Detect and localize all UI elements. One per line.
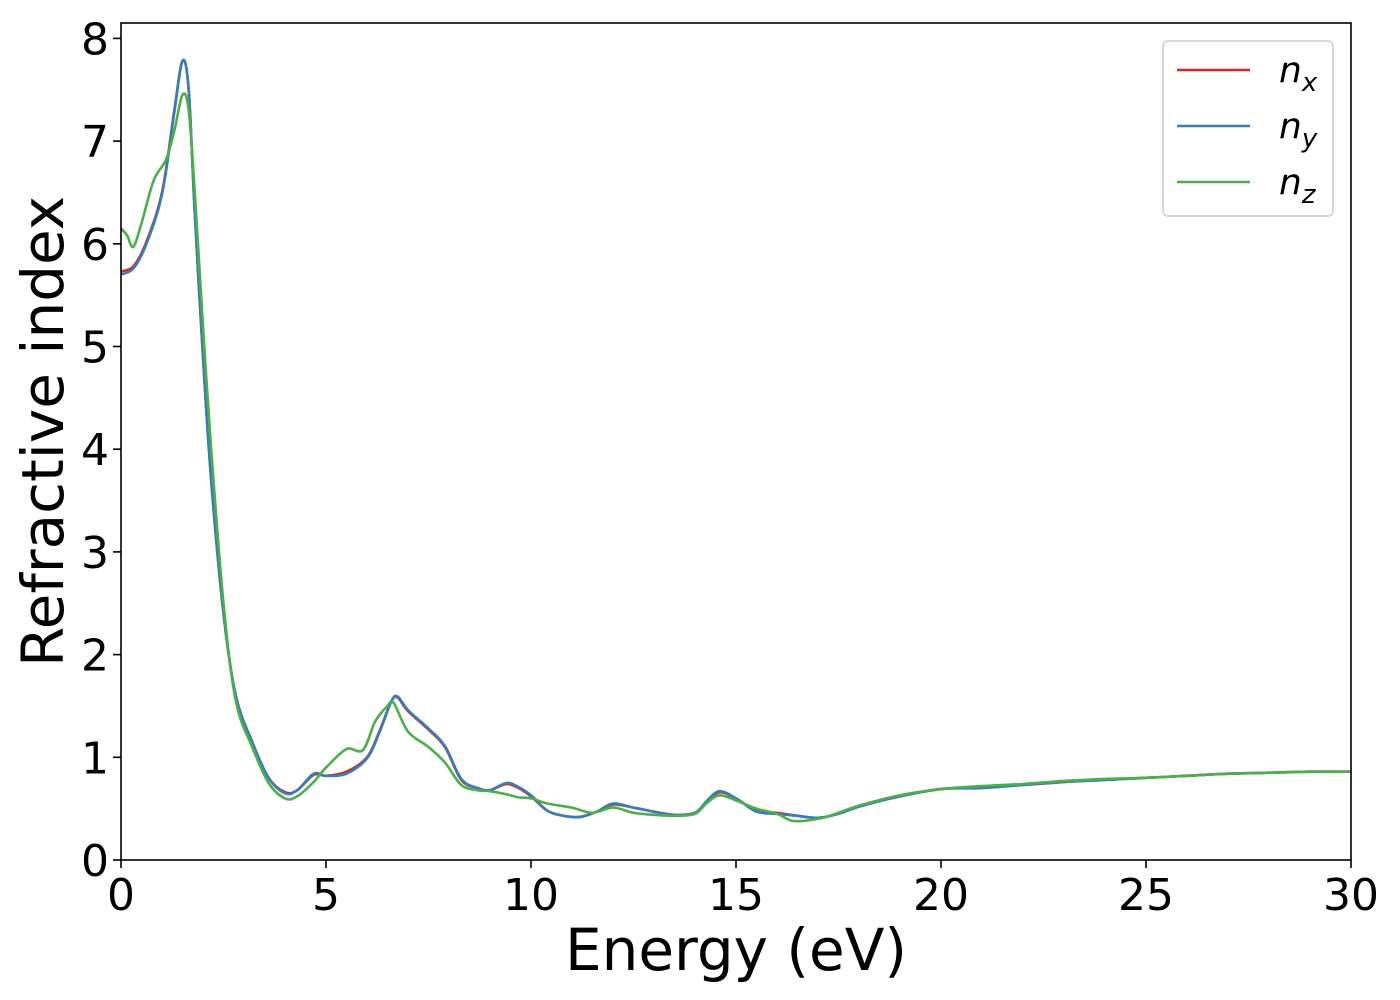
x-tick-label: 20: [913, 870, 969, 921]
x-tick-label: 25: [1118, 870, 1174, 921]
x-tick-label: 5: [312, 870, 340, 921]
x-axis-title: Energy (eV): [565, 916, 907, 984]
y-axis-ticks: 0 1 2 3 4 5 6 7 8: [81, 14, 121, 887]
y-tick-label: 4: [81, 425, 109, 476]
x-tick-label: 10: [503, 870, 559, 921]
x-axis-ticks: 0 5 10 15 20 25 30: [107, 860, 1379, 921]
x-tick-label: 15: [708, 870, 764, 921]
y-tick-label: 5: [81, 323, 109, 374]
x-tick-label: 30: [1323, 870, 1379, 921]
y-tick-label: 0: [81, 836, 109, 887]
legend-box: [1162, 40, 1334, 217]
y-axis-title: Refractive index: [9, 196, 77, 667]
y-tick-label: 7: [81, 117, 109, 168]
x-tick-label: 0: [107, 870, 135, 921]
y-tick-label: 8: [81, 14, 109, 65]
y-tick-label: 1: [81, 733, 109, 784]
y-tick-label: 3: [81, 528, 109, 579]
series-layer: [120, 58, 1352, 823]
y-tick-label: 2: [81, 631, 109, 682]
y-tick-label: 6: [81, 220, 109, 271]
series-line-nz: [120, 92, 1352, 823]
